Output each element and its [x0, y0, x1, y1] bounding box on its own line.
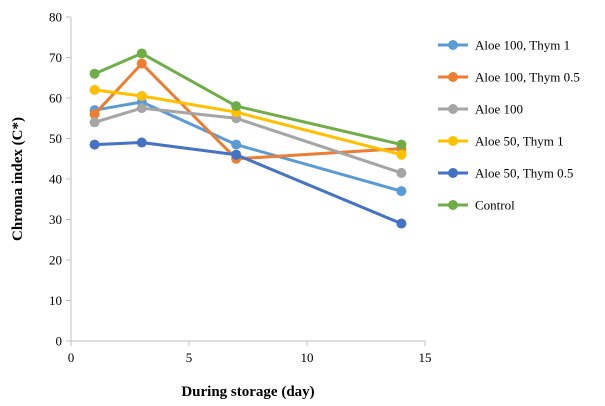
data-point	[136, 103, 147, 114]
data-point	[89, 84, 100, 95]
series-line	[94, 106, 402, 175]
legend: Aloe 100, Thym 1 Aloe 100, Thym 0.5 Aloe 1…	[438, 38, 580, 213]
y-tick-label: 70	[49, 50, 62, 65]
data-point	[89, 68, 100, 79]
y-axis-title: Chroma index (C*)	[10, 117, 26, 241]
data-point	[136, 90, 147, 101]
x-tick-label: 5	[186, 350, 193, 365]
data-point	[136, 58, 147, 69]
data-point	[231, 139, 242, 150]
legend-label: Control	[475, 198, 515, 213]
legend-item: Aloe 100, Thym 0.5	[438, 70, 580, 85]
data-point	[396, 186, 407, 197]
data-point	[231, 149, 242, 160]
y-tick-label: 50	[49, 131, 62, 146]
series-3	[89, 103, 407, 178]
legend-swatch-marker	[448, 72, 458, 82]
series-1	[89, 97, 407, 197]
series-line	[94, 51, 402, 147]
x-tick-label: 0	[68, 350, 75, 365]
y-tick-label: 30	[49, 212, 62, 227]
legend-label: Aloe 100, Thym 1	[475, 38, 570, 53]
legend-item: Aloe 100	[438, 102, 523, 117]
series-5	[89, 137, 407, 229]
series-line	[94, 100, 402, 193]
series-6	[89, 48, 407, 150]
data-point	[396, 139, 407, 150]
y-tick-label: 60	[49, 91, 62, 106]
axes: 0 10 20 30 40 50 60 70 80 0 5 10 15	[49, 10, 432, 366]
data-point	[136, 48, 147, 59]
data-point	[396, 218, 407, 229]
legend-item: Aloe 50, Thym 0.5	[438, 166, 573, 181]
y-tick-label: 10	[49, 293, 62, 308]
data-point	[89, 139, 100, 150]
legend-item: Aloe 100, Thym 1	[438, 38, 570, 53]
data-point	[231, 101, 242, 112]
legend-swatch-marker	[448, 40, 458, 50]
y-tick-label: 0	[56, 334, 63, 349]
legend-label: Aloe 100	[475, 102, 523, 117]
legend-label: Aloe 50, Thym 0.5	[475, 166, 573, 181]
x-axis-title: During storage (day)	[181, 384, 314, 400]
x-tick-label: 10	[301, 350, 314, 365]
data-point	[396, 167, 407, 178]
y-tick-label: 40	[49, 172, 62, 187]
x-tick-label: 15	[419, 350, 432, 365]
legend-swatch-marker	[448, 136, 458, 146]
series-line	[93, 62, 402, 161]
legend-label: Aloe 100, Thym 0.5	[475, 70, 580, 85]
legend-swatch-marker	[448, 104, 458, 114]
y-tick-label: 20	[49, 253, 62, 268]
data-point	[396, 149, 407, 160]
data-point	[89, 117, 100, 128]
plot-area	[89, 48, 407, 229]
data-point	[89, 109, 100, 120]
series-line	[94, 88, 402, 157]
legend-swatch-marker	[448, 168, 458, 178]
legend-label: Aloe 50, Thym 1	[475, 134, 564, 149]
legend-item: Aloe 50, Thym 1	[438, 134, 564, 149]
series-line	[94, 141, 402, 225]
legend-item: Control	[438, 198, 515, 213]
y-tick-label: 80	[49, 10, 62, 25]
legend-swatch-marker	[448, 200, 458, 210]
data-point	[136, 137, 147, 148]
